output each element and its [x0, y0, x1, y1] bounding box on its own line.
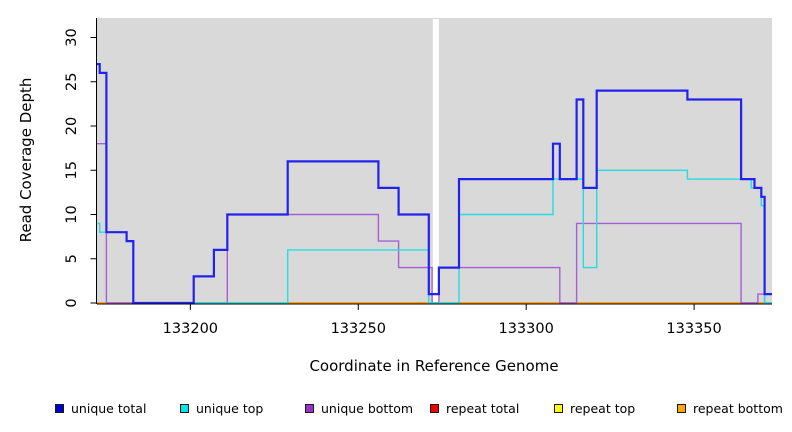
legend-swatch-repeat-top	[554, 403, 563, 413]
y-tick-label: 5	[64, 254, 80, 263]
y-tick-label: 30	[64, 28, 80, 46]
legend-item-repeat-top: repeat top	[554, 398, 635, 418]
legend-swatch-unique-bottom	[305, 403, 314, 413]
y-tick-label: 15	[64, 161, 80, 179]
x-axis-title: Coordinate in Reference Genome	[309, 357, 559, 375]
legend-swatch-unique-top	[180, 403, 189, 413]
legend-item-repeat-bottom: repeat bottom	[677, 398, 783, 418]
x-tick-label: 133350	[666, 321, 721, 337]
legend-label: unique total	[71, 400, 147, 416]
legend-label: repeat bottom	[693, 400, 783, 416]
legend-swatch-repeat-total	[430, 403, 439, 413]
coverage-gap-band	[432, 19, 439, 303]
legend: unique total unique top unique bottom repea…	[0, 398, 792, 420]
legend-item-repeat-total: repeat total	[430, 398, 519, 418]
x-tick-label: 133250	[331, 321, 386, 337]
y-tick-label: 0	[64, 298, 80, 307]
series-group	[97, 62, 772, 305]
legend-label: repeat top	[570, 400, 636, 416]
legend-label: unique top	[196, 400, 264, 416]
legend-swatch-repeat-bottom	[677, 403, 686, 413]
legend-swatch-unique-total	[55, 403, 64, 413]
y-tick-label: 10	[64, 205, 80, 223]
series-line-unique-total	[97, 62, 772, 305]
legend-item-unique-top: unique top	[180, 398, 263, 418]
y-tick-label: 25	[64, 73, 80, 91]
x-tick-label: 133200	[163, 321, 218, 337]
legend-label: unique bottom	[321, 400, 414, 416]
legend-label: repeat total	[446, 400, 520, 416]
x-tick-label: 133300	[498, 321, 553, 337]
legend-item-unique-total: unique total	[55, 398, 146, 418]
y-tick-label: 20	[64, 117, 80, 135]
legend-item-unique-bottom: unique bottom	[305, 398, 413, 418]
y-axis-title: Read Coverage Depth	[17, 77, 35, 243]
